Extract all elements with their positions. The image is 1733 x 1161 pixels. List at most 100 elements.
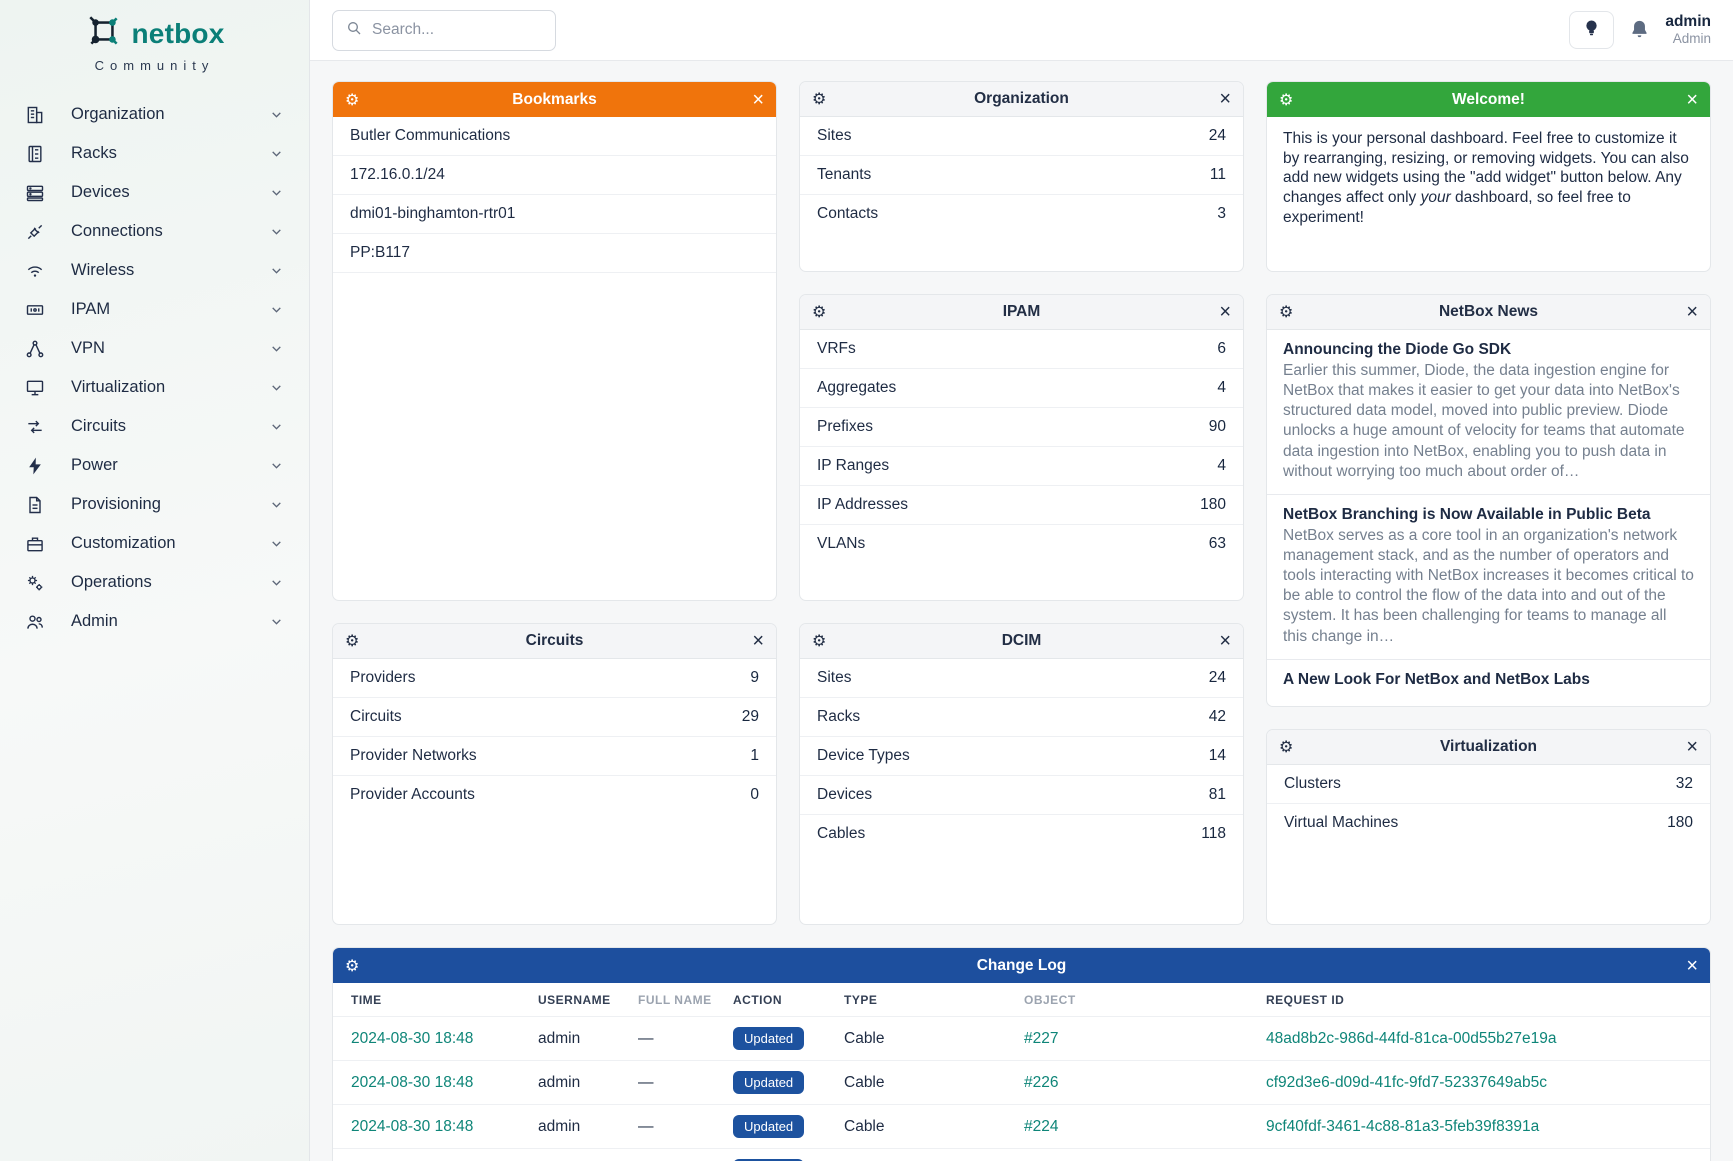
sidebar-item-customization[interactable]: Customization — [0, 524, 309, 563]
column-header-request-id[interactable]: REQUEST ID — [1266, 993, 1345, 1007]
changelog-request-id-link[interactable]: cf92d3e6-d09d-41fc-9fd7-52337649ab5c — [1266, 1073, 1547, 1091]
column-header-username[interactable]: USERNAME — [538, 993, 611, 1007]
chevron-down-icon — [270, 147, 283, 160]
bookmark-item[interactable]: PP:B117 — [333, 234, 776, 273]
changelog-full-name: — — [620, 1016, 715, 1061]
stat-row[interactable]: Devices 81 — [800, 776, 1243, 815]
changelog-request-id-link[interactable]: 48ad8b2c-986d-44fd-81ca-00d55b27e19a — [1266, 1029, 1557, 1047]
changelog-time-link[interactable]: 2024-08-30 18:48 — [351, 1073, 474, 1091]
column-header-time[interactable]: TIME — [351, 993, 382, 1007]
stat-row[interactable]: VRFs 6 — [800, 330, 1243, 369]
changelog-time-link[interactable]: 2024-08-30 18:48 — [351, 1117, 474, 1135]
bookmark-item[interactable]: dmi01-binghamton-rtr01 — [333, 195, 776, 234]
gear-icon[interactable]: ⚙ — [345, 89, 360, 109]
sidebar-item-vpn[interactable]: VPN — [0, 329, 309, 368]
welcome-widget: ⚙ Welcome! × This is your personal dashb… — [1266, 81, 1711, 272]
stat-row[interactable]: Virtual Machines 180 — [1284, 814, 1693, 831]
stat-row[interactable]: Aggregates 4 — [800, 369, 1243, 408]
table-row: 2024-08-30 18:47 admin — Updated Cable #… — [333, 1148, 1710, 1161]
brand[interactable]: netbox Community — [0, 12, 309, 73]
news-item-title[interactable]: NetBox Branching is Now Available in Pub… — [1283, 505, 1651, 523]
news-item: NetBox Branching is Now Available in Pub… — [1267, 493, 1710, 659]
changelog-full-name: — — [620, 1148, 715, 1161]
chevron-down-icon — [270, 459, 283, 472]
stat-row[interactable]: Tenants 11 — [800, 156, 1243, 195]
stat-row[interactable]: Provider Networks 1 — [333, 737, 776, 776]
stat-row[interactable]: Provider Accounts 0 — [350, 786, 759, 803]
stat-row[interactable]: Circuits 29 — [333, 698, 776, 737]
search-box[interactable] — [332, 9, 556, 51]
bookmark-item[interactable]: Butler Communications — [333, 117, 776, 156]
sidebar-item-devices[interactable]: Devices — [0, 173, 309, 212]
stat-row[interactable]: IP Ranges 4 — [800, 447, 1243, 486]
gear-icon[interactable]: ⚙ — [812, 631, 827, 650]
bookmarks-widget-header: ⚙ Bookmarks × — [333, 82, 776, 117]
gear-icon[interactable]: ⚙ — [345, 955, 360, 975]
stat-row[interactable]: Racks 42 — [800, 698, 1243, 737]
close-icon[interactable]: × — [752, 630, 764, 652]
sidebar-item-wireless[interactable]: Wireless — [0, 251, 309, 290]
sidebar-item-label: Admin — [71, 612, 118, 630]
sidebar-item-racks[interactable]: Racks — [0, 134, 309, 173]
close-icon[interactable]: × — [1686, 954, 1698, 977]
stat-row[interactable]: Device Types 14 — [800, 737, 1243, 776]
gear-icon[interactable]: ⚙ — [812, 302, 827, 321]
search-input[interactable] — [372, 21, 542, 39]
user-menu[interactable]: admin Admin — [1665, 13, 1711, 46]
gear-icon[interactable]: ⚙ — [1279, 302, 1294, 321]
sidebar-item-virtualization[interactable]: Virtualization — [0, 368, 309, 407]
changelog-username: admin — [520, 1016, 620, 1061]
table-header-row: TIME USERNAME FULL NAME ACTION TYPE OBJE… — [333, 983, 1710, 1017]
close-icon[interactable]: × — [1686, 88, 1698, 111]
widget-title: Organization — [974, 90, 1069, 107]
news-item: A New Look For NetBox and NetBox Labs — [1267, 658, 1710, 701]
bookmark-item[interactable]: 172.16.0.1/24 — [333, 156, 776, 195]
sidebar-item-provisioning[interactable]: Provisioning — [0, 485, 309, 524]
close-icon[interactable]: × — [1219, 630, 1231, 652]
close-icon[interactable]: × — [1686, 301, 1698, 323]
close-icon[interactable]: × — [752, 88, 764, 111]
stat-row[interactable]: Sites 24 — [800, 117, 1243, 156]
changelog-object-link[interactable]: #226 — [1024, 1073, 1059, 1091]
news-item-title[interactable]: Announcing the Diode Go SDK — [1283, 341, 1512, 358]
changelog-object-link[interactable]: #224 — [1024, 1117, 1059, 1135]
stat-row[interactable]: Contacts 3 — [817, 205, 1226, 222]
changelog-username: admin — [520, 1060, 620, 1105]
close-icon[interactable]: × — [1219, 301, 1231, 323]
changelog-type: Cable — [826, 1148, 1006, 1161]
gear-icon[interactable]: ⚙ — [1279, 737, 1294, 756]
stat-row[interactable]: Sites 24 — [800, 659, 1243, 698]
sidebar-item-connections[interactable]: Connections — [0, 212, 309, 251]
sidebar-item-admin[interactable]: Admin — [0, 602, 309, 641]
notifications-button[interactable] — [1630, 19, 1649, 42]
stat-row[interactable]: Providers 9 — [333, 659, 776, 698]
gear-icon[interactable]: ⚙ — [345, 631, 360, 650]
column-header-action[interactable]: ACTION — [733, 993, 782, 1007]
stat-row[interactable]: Clusters 32 — [1267, 765, 1710, 804]
stat-row[interactable]: IP Addresses 180 — [800, 486, 1243, 525]
changelog-request-id-link[interactable]: 9cf40fdf-3461-4c88-81a3-5feb39f8391a — [1266, 1117, 1540, 1135]
sidebar-item-organization[interactable]: Organization — [0, 95, 309, 134]
chevron-down-icon — [270, 108, 283, 121]
widget-title: Circuits — [525, 632, 584, 649]
sidebar-item-ipam[interactable]: IPAM — [0, 290, 309, 329]
gear-icon[interactable]: ⚙ — [1279, 89, 1294, 109]
close-icon[interactable]: × — [1219, 88, 1231, 110]
stat-row[interactable]: Cables 118 — [817, 825, 1226, 842]
stat-row[interactable]: Prefixes 90 — [800, 408, 1243, 447]
gears-icon — [25, 573, 45, 593]
theme-toggle-button[interactable] — [1569, 11, 1615, 49]
sidebar-item-power[interactable]: Power — [0, 446, 309, 485]
changelog-time-link[interactable]: 2024-08-30 18:48 — [351, 1029, 474, 1047]
building-icon — [25, 105, 45, 125]
sidebar-item-operations[interactable]: Operations — [0, 563, 309, 602]
stat-row[interactable]: VLANs 63 — [817, 535, 1226, 552]
column-header-type[interactable]: TYPE — [844, 993, 878, 1007]
news-item-title[interactable]: A New Look For NetBox and NetBox Labs — [1283, 670, 1590, 688]
gear-icon[interactable]: ⚙ — [812, 89, 827, 108]
sidebar-item-circuits[interactable]: Circuits — [0, 407, 309, 446]
changelog-object-link[interactable]: #227 — [1024, 1029, 1059, 1047]
sidebar-item-label: Organization — [71, 105, 165, 123]
close-icon[interactable]: × — [1686, 736, 1698, 758]
chevron-down-icon — [270, 576, 283, 589]
